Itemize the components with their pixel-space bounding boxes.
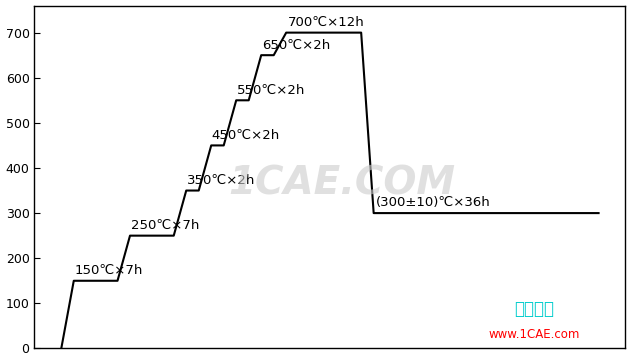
Text: 150℃×7h: 150℃×7h: [74, 264, 143, 277]
Text: 650℃×2h: 650℃×2h: [262, 39, 330, 51]
Text: 550℃×2h: 550℃×2h: [237, 84, 305, 97]
Text: 1CAE.COM: 1CAE.COM: [228, 165, 455, 203]
Text: 250℃×7h: 250℃×7h: [131, 219, 199, 232]
Text: www.1CAE.com: www.1CAE.com: [488, 328, 579, 341]
Text: 仿真在线: 仿真在线: [514, 300, 554, 318]
Text: 350℃×2h: 350℃×2h: [187, 174, 255, 187]
Text: (300±10)℃×36h: (300±10)℃×36h: [375, 197, 490, 210]
Text: 700℃×12h: 700℃×12h: [288, 16, 365, 29]
Text: 450℃×2h: 450℃×2h: [212, 129, 280, 142]
